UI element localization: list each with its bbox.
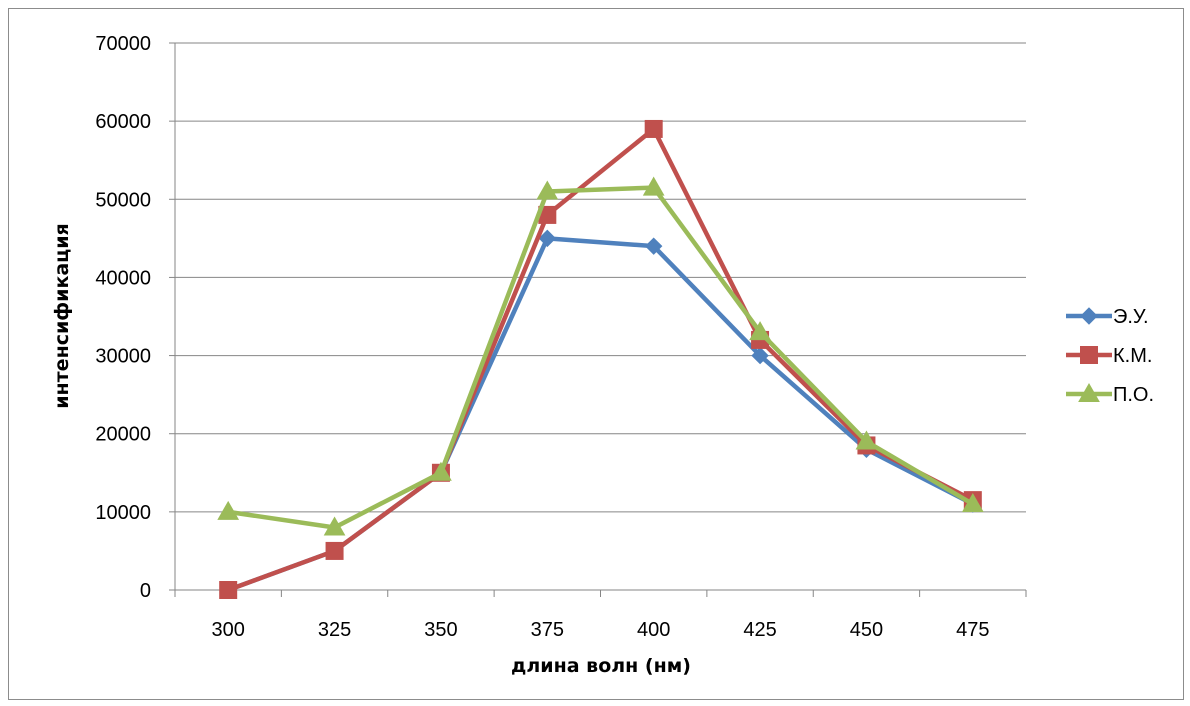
triangle-marker — [217, 500, 240, 520]
legend-label: П.О. — [1113, 384, 1154, 406]
triangle-marker — [1078, 382, 1100, 402]
y-tick-label: 20000 — [95, 424, 151, 446]
series-line — [225, 236, 976, 593]
triangle-marker — [749, 321, 771, 341]
series-3 — [217, 176, 984, 536]
diamond-marker — [751, 346, 769, 365]
x-tick-label: 450 — [850, 619, 883, 641]
triangle-marker — [430, 461, 452, 481]
triangle-marker — [323, 516, 346, 536]
square-marker — [1080, 346, 1098, 364]
y-tick-label: 50000 — [95, 189, 151, 211]
x-tick-label: 425 — [743, 619, 776, 641]
legend: Э.У. К.М. П.О. — [1066, 306, 1154, 406]
series-line — [225, 185, 976, 530]
y-tick-label: 0 — [140, 580, 151, 602]
x-tick-label: 400 — [637, 619, 670, 641]
legend-label: Э.У. — [1113, 306, 1149, 328]
legend-item: К.М. — [1066, 345, 1152, 367]
x-axis-title: длина волн (нм) — [511, 655, 691, 677]
chart-frame — [8, 8, 1184, 700]
triangle-marker — [961, 493, 984, 513]
triangle-marker — [536, 180, 559, 200]
x-tick-label: 325 — [318, 619, 351, 641]
square-marker — [325, 541, 344, 560]
diamond-marker — [1080, 307, 1098, 325]
y-tick-label: 70000 — [95, 33, 151, 55]
y-tick-label: 30000 — [95, 346, 151, 368]
square-marker — [644, 119, 663, 138]
triangle-marker — [642, 176, 665, 196]
series-line — [225, 126, 976, 593]
gridlines — [175, 42, 1026, 513]
x-tick-label: 350 — [424, 619, 457, 641]
legend-item: П.О. — [1066, 382, 1154, 406]
x-tick-label: 375 — [531, 619, 564, 641]
axes — [169, 42, 1027, 597]
x-tick-label: 300 — [212, 619, 245, 641]
diamond-marker — [644, 237, 663, 255]
y-tick-labels: 0 10000 20000 30000 40000 50000 60000 70000 — [95, 33, 151, 602]
triangle-marker — [855, 430, 878, 450]
y-tick-label: 60000 — [95, 111, 151, 133]
y-tick-label: 10000 — [95, 502, 151, 524]
square-marker — [219, 581, 238, 599]
legend-label: К.М. — [1113, 345, 1152, 367]
legend-item: Э.У. — [1066, 306, 1149, 328]
y-tick-label: 40000 — [95, 267, 151, 289]
x-tick-label: 475 — [956, 619, 989, 641]
x-tick-labels: 300 325 350 375 400 425 450 475 — [212, 619, 990, 641]
y-axis-title: интенсификация — [51, 223, 73, 409]
series-group — [217, 119, 984, 599]
diamond-marker — [538, 229, 557, 248]
